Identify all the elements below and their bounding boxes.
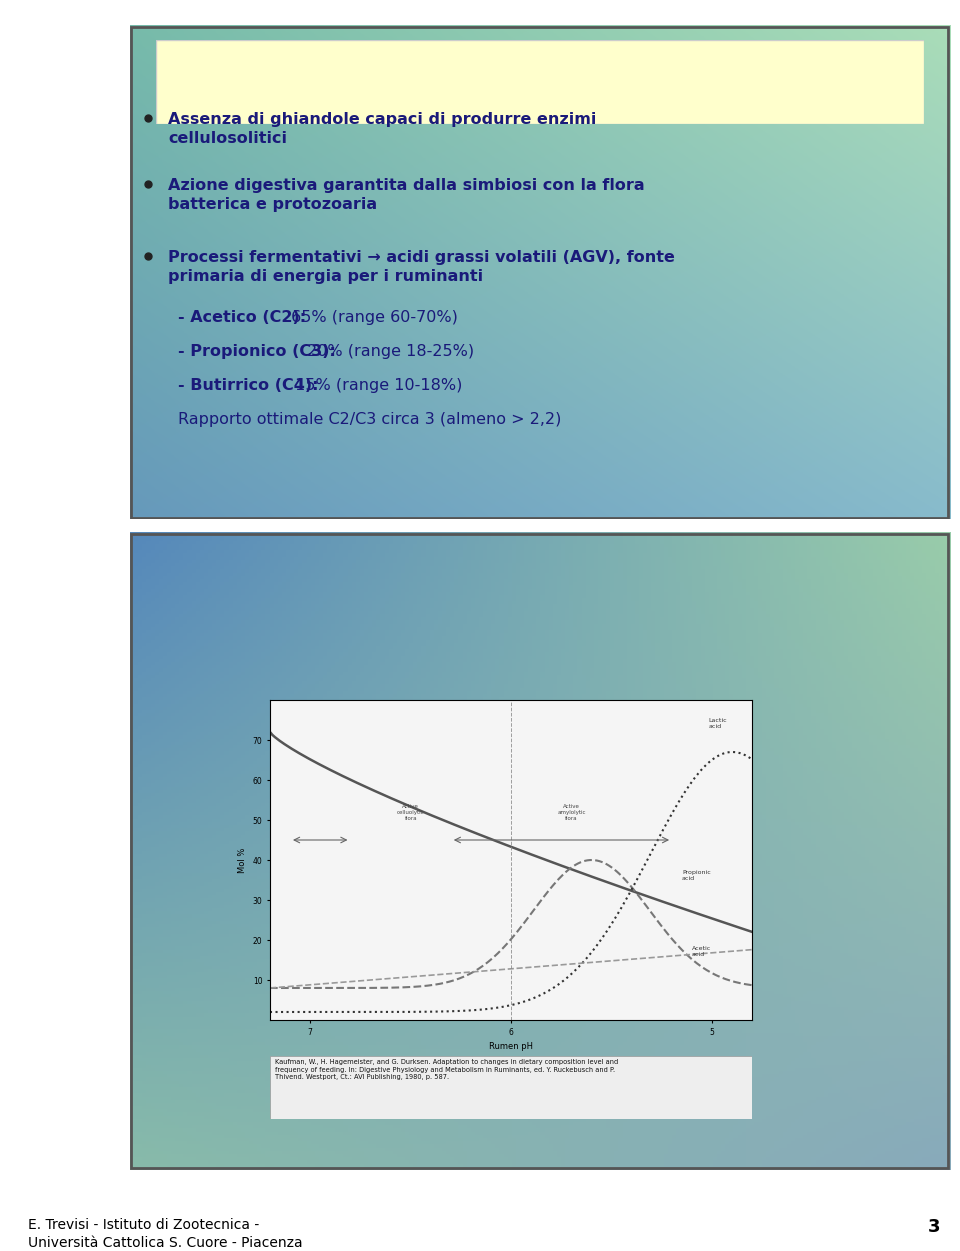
Bar — [432, 732, 594, 799]
Bar — [594, 664, 718, 732]
Text: cellulosa
emicellulosa: cellulosa emicellulosa — [308, 683, 395, 713]
Text: Propionico
Lattico: Propionico Lattico — [173, 751, 245, 782]
Text: Kaufman, W., H. Hagemeister, and G. Durksen. Adaptation to changes in dietary co: Kaufman, W., H. Hagemeister, and G. Durk… — [275, 1060, 618, 1081]
Text: SPECIE
MICROBICA: SPECIE MICROBICA — [473, 614, 553, 642]
Text: - Propionico (C3):: - Propionico (C3): — [178, 344, 336, 359]
Text: Figure 2. Ruminal fermentation as a consequence of adaptation due to pH regulati: Figure 2. Ruminal fermentation as a cons… — [275, 806, 662, 814]
Text: http://www.westerndai: http://www.westerndai — [150, 806, 268, 816]
Bar — [270, 732, 432, 799]
Text: Metabolismo ruminale (1): Metabolismo ruminale (1) — [328, 68, 752, 96]
Text: Principali Fermentazioni: Principali Fermentazioni — [289, 548, 671, 575]
Bar — [432, 664, 594, 732]
Text: pH
OTTIMALE: pH OTTIMALE — [620, 614, 691, 642]
Text: 65% (range 60-70%): 65% (range 60-70%) — [286, 310, 458, 325]
Bar — [594, 592, 718, 664]
Text: Acetico
Butirrico: Acetico Butirrico — [180, 683, 238, 713]
Bar — [270, 592, 432, 664]
Text: Active
amylolytic
flora: Active amylolytic flora — [557, 804, 586, 821]
FancyBboxPatch shape — [270, 1056, 753, 1118]
Text: AGV
PRODOTTO: AGV PRODOTTO — [170, 614, 249, 642]
Text: Propionic
acid: Propionic acid — [682, 871, 710, 881]
Text: Active
celluolytic
flora: Active celluolytic flora — [396, 804, 424, 821]
Bar — [718, 664, 920, 732]
Bar — [718, 592, 920, 664]
Text: Assenza di ghiandole capaci di produrre enzimi
cellulosolitici: Assenza di ghiandole capaci di produrre … — [168, 113, 596, 145]
Text: cellulosolitici: cellulosolitici — [468, 691, 558, 706]
Text: 1-2: 1-2 — [807, 759, 830, 773]
Text: TEMPO DI
DEGRADAZIO
NE (ore): TEMPO DI DEGRADAZIO NE (ore) — [773, 605, 865, 651]
Text: amilolitici: amilolitici — [480, 759, 546, 773]
Bar — [432, 592, 594, 664]
Text: E. Trevisi - Istituto di Zootecnica -
Università Cattolica S. Cuore - Piacenza: E. Trevisi - Istituto di Zootecnica - Un… — [28, 1218, 302, 1251]
Text: 15% (range 10-18%): 15% (range 10-18%) — [290, 378, 463, 393]
Text: - Butirrico (C4):: - Butirrico (C4): — [178, 378, 319, 393]
Bar — [148, 732, 270, 799]
X-axis label: Rumen pH: Rumen pH — [490, 1042, 533, 1051]
Text: CARBOIDRATO
(CHO) iniziale: CARBOIDRATO (CHO) iniziale — [300, 614, 401, 642]
Text: Azione digestiva garantita dalla simbiosi con la flora
batterica e protozoaria: Azione digestiva garantita dalla simbios… — [168, 178, 644, 211]
Bar — [148, 664, 270, 732]
Text: Rapporto ottimale C2/C3 circa 3 (almeno > 2,2): Rapporto ottimale C2/C3 circa 3 (almeno … — [178, 412, 562, 427]
Bar — [718, 732, 920, 799]
Text: Acetic
acid: Acetic acid — [692, 946, 711, 957]
Text: 5,5-6: 5,5-6 — [638, 759, 674, 773]
Text: 6-6,8: 6-6,8 — [638, 691, 674, 706]
Text: Processi fermentativi → acidi grassi volatili (AGV), fonte
primaria di energia p: Processi fermentativi → acidi grassi vol… — [168, 250, 675, 284]
Text: amido: amido — [329, 759, 372, 773]
Text: Lactic
acid: Lactic acid — [708, 718, 727, 729]
Text: 3: 3 — [927, 1218, 940, 1236]
Text: 20% (range 18-25%): 20% (range 18-25%) — [302, 344, 474, 359]
Y-axis label: Mol %: Mol % — [238, 847, 247, 873]
Text: - Acetico (C2):: - Acetico (C2): — [178, 310, 306, 325]
Text: 8-10: 8-10 — [804, 691, 834, 706]
Bar — [270, 664, 432, 732]
FancyBboxPatch shape — [156, 40, 924, 124]
Bar — [148, 592, 270, 664]
Bar — [594, 732, 718, 799]
